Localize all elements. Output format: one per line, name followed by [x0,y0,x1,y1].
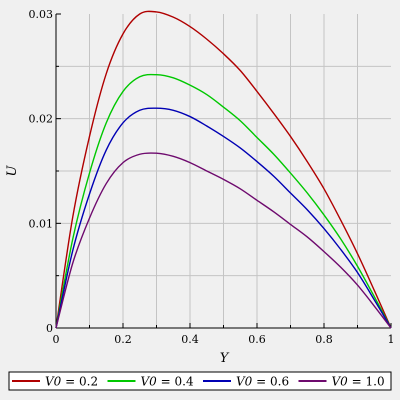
x-tick-label: 0 [53,333,60,346]
legend-entry: V0 = 0.4 [141,375,194,389]
legend-box [8,371,392,391]
x-tick-label: 0.2 [114,333,132,346]
series-layer [55,10,392,329]
axes [55,13,392,329]
series-line-4 [55,152,392,329]
series-line-3 [55,107,392,329]
y-tick-label: 0 [46,322,53,335]
x-tick-label: 1 [388,333,395,346]
legend-entry: V0 = 0.2 [45,375,98,389]
series-line-2 [55,73,392,329]
y-axis-label: U [5,164,20,176]
series-line-1 [55,10,392,329]
legend: V0 = 0.2 V0 = 0.4 V0 = 0.6 V0 = 1.0 [8,371,392,391]
y-tick-label: 0.03 [29,8,54,21]
tick-labels: 0 0.2 0.4 0.6 0.8 1 0 0.01 0.02 0.03 [29,8,395,346]
legend-entry: V0 = 0.6 [236,375,289,389]
x-tick-label: 0.6 [248,333,266,346]
grid [56,14,391,328]
x-tick-label: 0.8 [315,333,333,346]
x-axis-label: Y [220,351,230,366]
legend-entry: V0 = 1.0 [332,375,385,389]
x-tick-label: 0.4 [181,333,199,346]
y-tick-label: 0.01 [29,217,54,230]
y-tick-label: 0.02 [29,113,54,126]
